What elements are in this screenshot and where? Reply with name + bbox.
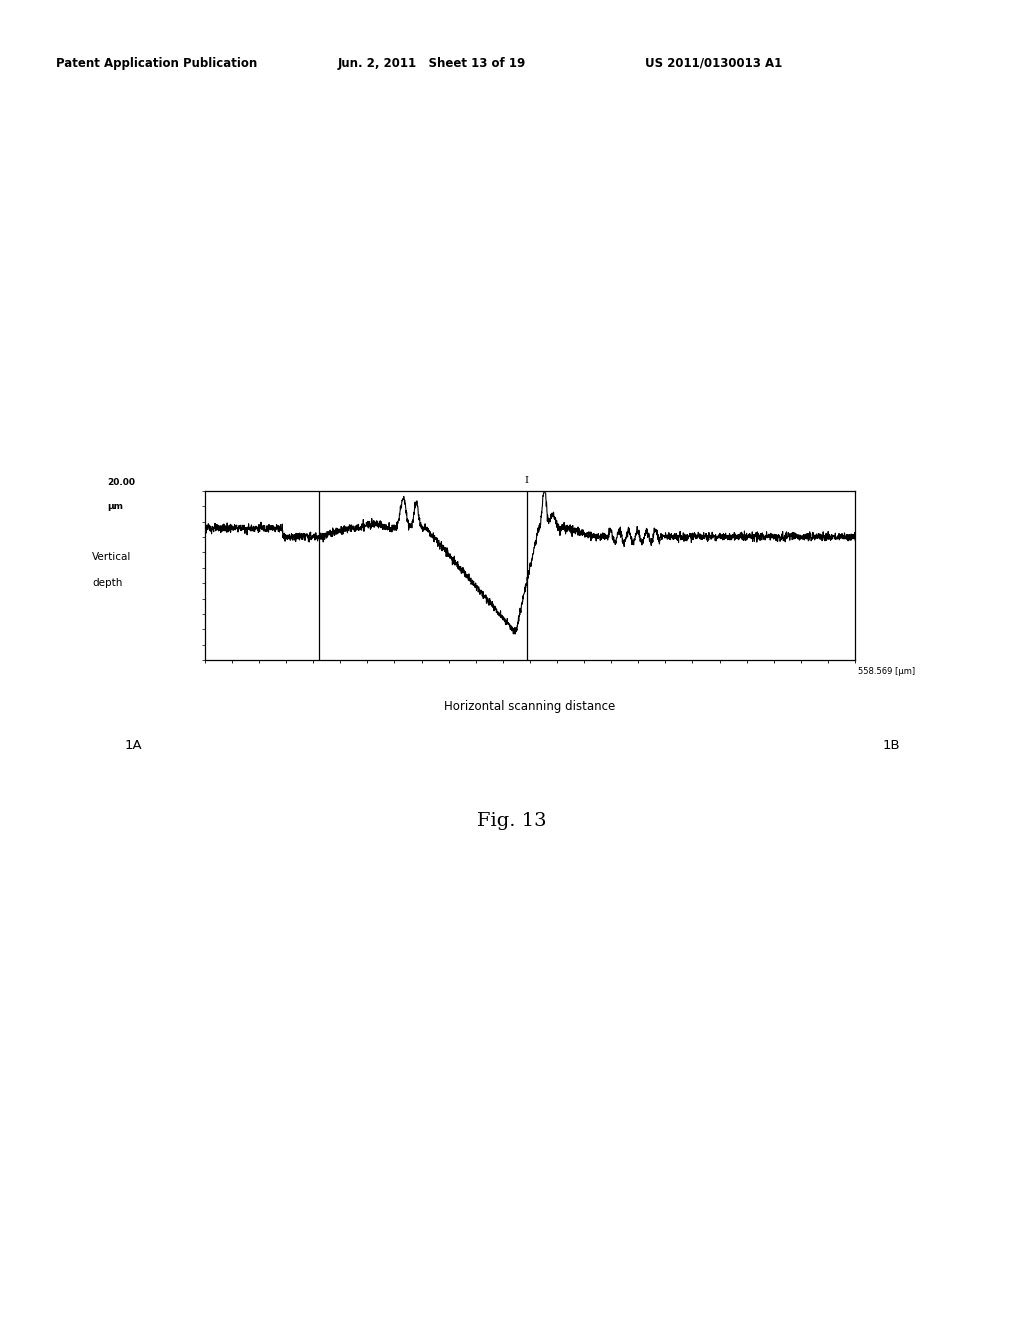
Text: Jun. 2, 2011   Sheet 13 of 19: Jun. 2, 2011 Sheet 13 of 19 [338,57,526,70]
Text: 1B: 1B [882,739,900,752]
Text: I: I [524,477,528,486]
Text: Patent Application Publication: Patent Application Publication [56,57,258,70]
Text: μm: μm [108,502,124,511]
Text: 558.569 [μm]: 558.569 [μm] [858,667,915,676]
Text: depth: depth [92,578,123,587]
Text: 1A: 1A [124,739,142,752]
Text: Fig. 13: Fig. 13 [477,812,547,830]
Text: 20.00: 20.00 [108,478,135,487]
Text: Vertical: Vertical [92,552,131,561]
Text: US 2011/0130013 A1: US 2011/0130013 A1 [645,57,782,70]
Text: Horizontal scanning distance: Horizontal scanning distance [444,700,615,713]
